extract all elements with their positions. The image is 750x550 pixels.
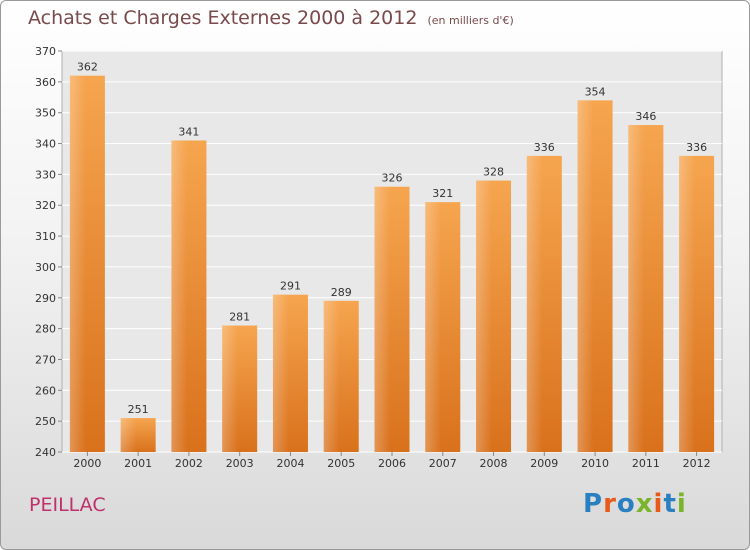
y-tick-label: 250 bbox=[35, 415, 56, 428]
bar bbox=[222, 325, 258, 452]
x-tick-label: 2004 bbox=[276, 457, 304, 470]
y-tick-label: 310 bbox=[35, 230, 56, 243]
bar-value-label: 281 bbox=[229, 311, 250, 324]
bar-value-label: 362 bbox=[77, 61, 98, 74]
bars: 362 251 341 281 291 289 326 321 328 336 354 346 336 bbox=[69, 61, 715, 453]
bar bbox=[272, 294, 308, 452]
bar bbox=[425, 202, 461, 452]
bar bbox=[120, 418, 156, 452]
x-tick-label: 2006 bbox=[378, 457, 406, 470]
x-tick-label: 2007 bbox=[429, 457, 457, 470]
logo-letter: r bbox=[603, 489, 617, 519]
chart-unit: (en milliers d'€) bbox=[427, 14, 514, 27]
place-name: PEILLAC bbox=[29, 494, 106, 516]
bar-highlight bbox=[222, 325, 238, 452]
bar-value-label: 341 bbox=[178, 125, 199, 138]
y-tick-label: 330 bbox=[35, 168, 56, 181]
logo-letter: P bbox=[583, 489, 604, 519]
x-tick-label: 2005 bbox=[327, 457, 355, 470]
y-tick-label: 340 bbox=[35, 138, 56, 151]
y-tick-label: 270 bbox=[35, 353, 56, 366]
bar-highlight bbox=[272, 294, 289, 452]
bar-highlight bbox=[679, 155, 695, 452]
y-tick-label: 280 bbox=[35, 323, 56, 336]
logo-letter: i bbox=[676, 489, 687, 519]
bar bbox=[323, 300, 359, 452]
chart-title-block: Achats et Charges Externes 2000 à 2012 (e… bbox=[28, 7, 514, 29]
x-tick-label: 2000 bbox=[73, 457, 101, 470]
bar bbox=[679, 155, 715, 452]
bar-value-label: 328 bbox=[483, 166, 504, 179]
bar-value-label: 336 bbox=[534, 141, 555, 154]
x-tick-label: 2011 bbox=[632, 457, 660, 470]
bar-value-label: 291 bbox=[280, 280, 301, 293]
y-tick-label: 290 bbox=[35, 292, 56, 305]
x-tick-label: 2003 bbox=[226, 457, 254, 470]
logo-letter: x bbox=[635, 489, 654, 519]
proxiti-logo: Proxiti bbox=[583, 489, 687, 519]
y-tick-label: 360 bbox=[35, 76, 56, 89]
y-tick-label: 350 bbox=[35, 107, 56, 120]
bar bbox=[628, 125, 664, 453]
bar-highlight bbox=[425, 202, 442, 452]
bar-highlight bbox=[69, 75, 86, 452]
x-tick-label: 2001 bbox=[124, 457, 152, 470]
bar-value-label: 354 bbox=[585, 85, 606, 98]
bar-value-label: 336 bbox=[686, 141, 707, 154]
y-tick-label: 370 bbox=[35, 45, 56, 58]
bar-highlight bbox=[323, 300, 340, 452]
y-axis: 240 250 260 270 280 290 300 310 320 330 340 350 360 3… bbox=[35, 45, 62, 459]
logo-letter: t bbox=[663, 489, 677, 519]
bar-highlight bbox=[120, 418, 137, 452]
bar-value-label: 346 bbox=[635, 110, 656, 123]
bar-value-label: 321 bbox=[432, 187, 453, 200]
bar-value-label: 326 bbox=[382, 172, 403, 185]
bar-highlight bbox=[526, 155, 543, 452]
y-tick-label: 260 bbox=[35, 384, 56, 397]
bar-highlight bbox=[476, 180, 492, 453]
x-tick-label: 2002 bbox=[175, 457, 203, 470]
logo-letter: i bbox=[653, 489, 664, 519]
bar-highlight bbox=[628, 125, 645, 453]
bar-highlight bbox=[171, 140, 188, 452]
y-tick-label: 240 bbox=[35, 446, 56, 459]
y-tick-label: 320 bbox=[35, 199, 56, 212]
y-tick-label: 300 bbox=[35, 261, 56, 274]
bar bbox=[69, 75, 105, 452]
bar bbox=[526, 155, 562, 452]
x-tick-label: 2008 bbox=[480, 457, 508, 470]
x-axis: 2000 2001 2002 2003 2004 2005 2006 2007 2008 2009… bbox=[73, 452, 711, 470]
bar-value-label: 289 bbox=[331, 286, 352, 299]
bar bbox=[374, 186, 410, 452]
bar bbox=[171, 140, 207, 452]
chart-title: Achats et Charges Externes 2000 à 2012 bbox=[28, 7, 418, 29]
bar-value-label: 251 bbox=[128, 403, 149, 416]
bar bbox=[476, 180, 512, 453]
bar-highlight bbox=[577, 100, 594, 452]
bar bbox=[577, 100, 613, 452]
logo-letter: o bbox=[616, 489, 636, 519]
x-tick-label: 2009 bbox=[530, 457, 558, 470]
x-tick-label: 2010 bbox=[581, 457, 609, 470]
bar-highlight bbox=[374, 186, 391, 452]
x-tick-label: 2012 bbox=[683, 457, 711, 470]
